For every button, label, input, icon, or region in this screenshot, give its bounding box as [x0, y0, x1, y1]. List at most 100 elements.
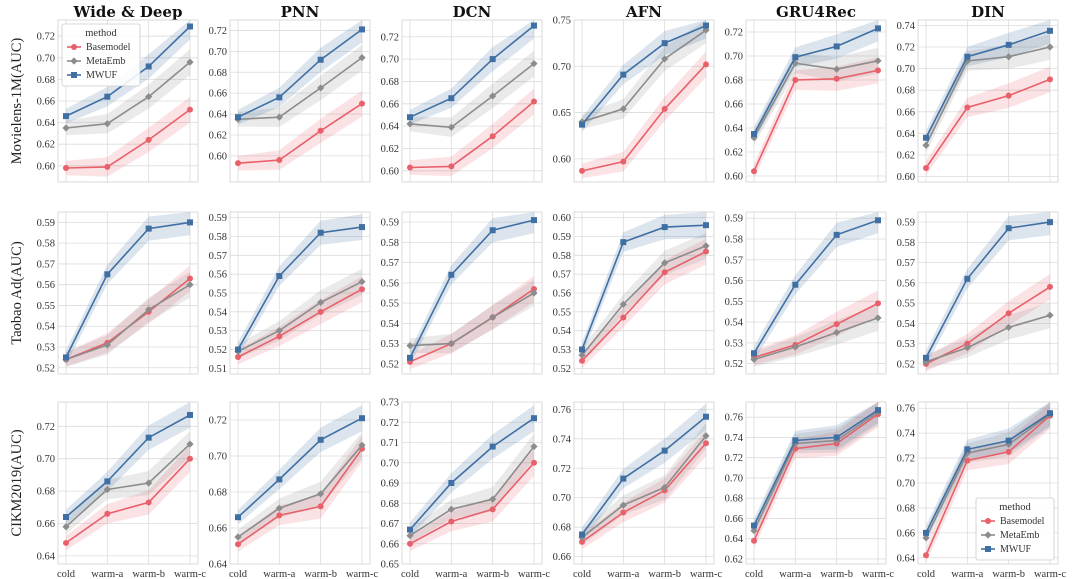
y-tick-label: 0.53 [725, 338, 743, 349]
data-point [489, 227, 496, 234]
plot-area [401, 19, 543, 183]
confidence-band [582, 20, 706, 132]
data-point [145, 499, 152, 506]
confidence-band [66, 265, 190, 367]
confidence-band [926, 274, 1050, 372]
data-point [359, 224, 365, 231]
data-point [407, 540, 413, 547]
y-tick-label: 0.70 [897, 479, 915, 490]
y-tick-label: 0.66 [897, 107, 915, 118]
series-line [237, 28, 363, 118]
y-tick-label: 0.66 [725, 514, 743, 525]
y-tick-label: 0.68 [725, 76, 743, 87]
x-tick-label: cold [57, 569, 76, 579]
y-tick-label: 0.72 [209, 416, 227, 427]
y-tick-label: 0.66 [37, 519, 55, 530]
y-tick-label: 0.58 [381, 238, 399, 249]
data-point [145, 136, 152, 143]
subplot-panel: 0.62 0.64 0.66 0.68 0.70 0.72 0.74 0.76 cold warm… [725, 401, 894, 579]
data-point [276, 512, 283, 519]
data-point [792, 281, 799, 288]
data-point [661, 55, 669, 63]
y-tick-label: 0.70 [37, 53, 55, 64]
data-point [1005, 437, 1012, 444]
y-tick-label: 0.68 [897, 503, 915, 514]
y-tick-label: 0.56 [37, 280, 55, 291]
y-tick-label: 0.76 [725, 413, 743, 424]
data-point [579, 346, 585, 353]
y-tick-label: 0.71 [381, 438, 399, 449]
data-point [358, 278, 366, 286]
data-point [489, 92, 497, 100]
y-tick-label: 0.64 [725, 124, 744, 135]
data-point [874, 314, 882, 322]
subplot-panel: 0.52 0.53 0.54 0.55 0.56 0.57 0.58 0.59 [725, 211, 887, 375]
series-line [237, 226, 363, 350]
x-tick-label: warm-c [174, 569, 206, 579]
data-point [1005, 225, 1012, 232]
data-point [531, 217, 537, 224]
data-point [407, 526, 413, 533]
confidence-band [410, 449, 534, 551]
y-tick-label: 0.72 [553, 464, 571, 475]
data-point [448, 95, 455, 102]
series-line [65, 108, 191, 169]
data-point [104, 478, 111, 485]
column-title: DIN [971, 3, 1005, 21]
data-point [145, 63, 152, 70]
series-line [581, 435, 707, 539]
y-tick-label: 0.55 [553, 307, 571, 318]
y-tick-label: 0.76 [553, 405, 571, 416]
y-tick-label: 0.54 [553, 326, 572, 337]
y-tick-label: 0.66 [897, 528, 915, 539]
series-line [925, 30, 1051, 139]
y-tick-label: 0.58 [37, 239, 55, 250]
data-point [63, 354, 69, 361]
confidence-band [754, 212, 878, 361]
data-point [448, 480, 455, 486]
y-tick-label: 0.60 [897, 172, 915, 183]
y-tick-label: 0.74 [897, 21, 916, 32]
data-point [875, 217, 881, 224]
series-line [237, 448, 363, 545]
series-line [753, 219, 879, 354]
y-tick-label: 0.59 [725, 214, 743, 225]
confidence-band [754, 290, 878, 365]
data-point [276, 333, 283, 340]
data-point [447, 123, 455, 131]
row-label: Movielens-1M(AUC) [9, 38, 25, 165]
data-point [703, 22, 709, 29]
subplot-panel: 0.52 0.53 0.54 0.55 0.56 0.57 0.58 0.59 0.60 [553, 211, 715, 375]
column-title: AFN [625, 3, 662, 21]
y-tick-label: 0.52 [897, 359, 915, 370]
data-point [62, 523, 70, 531]
confidence-band [754, 20, 878, 142]
y-tick-label: 0.72 [897, 43, 915, 54]
series-line [409, 219, 535, 359]
series-line [925, 413, 1051, 539]
x-tick-label: warm-b [476, 569, 509, 579]
confidence-band [754, 57, 878, 179]
data-point [448, 163, 455, 170]
data-point [833, 321, 840, 328]
x-tick-label: cold [745, 569, 764, 579]
series-line [753, 69, 879, 172]
data-point [579, 167, 585, 174]
confidence-band [926, 34, 1050, 153]
data-point [407, 164, 413, 171]
plot-area [229, 401, 371, 565]
series-line [925, 314, 1051, 363]
confidence-band [410, 276, 534, 370]
data-point [751, 522, 757, 529]
data-point [964, 53, 971, 60]
data-point [751, 131, 757, 137]
series-line [409, 100, 535, 169]
data-point [875, 407, 881, 414]
data-point [620, 239, 627, 246]
y-tick-label: 0.53 [37, 343, 55, 354]
y-tick-label: 0.66 [381, 539, 399, 550]
y-tick-label: 0.72 [209, 26, 227, 37]
y-tick-label: 0.70 [209, 452, 227, 463]
series-line [753, 302, 879, 359]
legend-label: Basemodel [86, 42, 131, 53]
